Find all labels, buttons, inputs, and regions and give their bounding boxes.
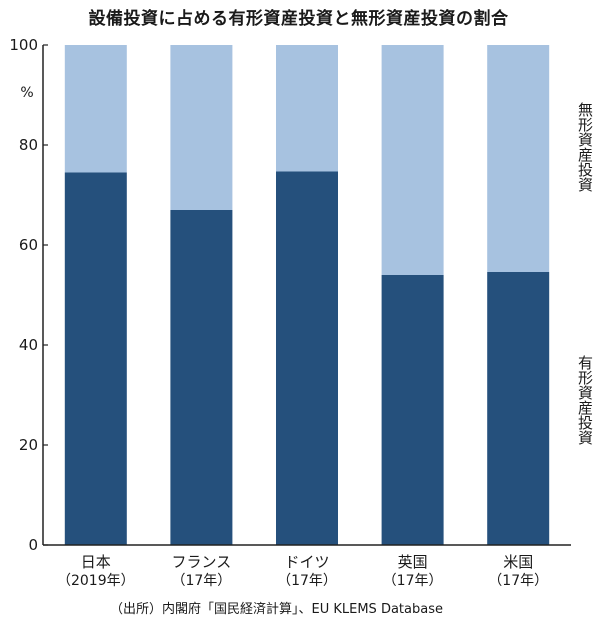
bar-tangible [381,275,444,545]
bars-layer [64,45,550,545]
y-axis: 0 20 40 60 80 100% [9,36,571,554]
x-tick-label: ドイツ [284,553,329,571]
bar-intangible [64,45,127,173]
chart-title: 設備投資に占める有形資産投資と無形資産投資の割合 [88,9,509,29]
y-tick-label: 100 [9,36,38,54]
y-tick-label: 20 [19,436,38,454]
bar-tangible [170,210,233,545]
x-tick-sublabel: （17年） [488,573,548,589]
x-tick-label: 英国 [398,553,428,571]
series-label-intangible: 無形資産投資 [576,102,594,192]
bar-intangible [487,45,550,272]
source-note: （出所）内閣府「国民経済計算」、EU KLEMS Database [110,602,443,617]
series-label-tangible: 有形資産投資 [576,355,594,445]
x-tick-sublabel: （17年） [171,573,231,589]
y-tick-label: 0 [28,536,38,554]
bar-intangible [170,45,233,210]
y-tick-label: 60 [19,236,38,254]
x-tick-sublabel: （2019年） [57,573,135,589]
x-tick-label: 米国 [503,553,533,571]
x-axis-labels: 日本 （2019年） フランス （17年） ドイツ （17年） 英国 （17年） 米国 （17年） [57,553,548,589]
y-tick-label: 80 [19,136,38,154]
x-tick-sublabel: （17年） [383,573,443,589]
x-tick-sublabel: （17年） [277,573,337,589]
x-tick-label: 日本 [81,553,111,571]
bar-tangible [64,172,127,545]
y-tick-label: 40 [19,336,38,354]
y-unit-label: % [20,85,33,101]
bar-intangible [276,45,338,172]
x-tick-label: フランス [172,553,232,571]
bar-intangible [381,45,444,275]
bar-tangible [276,171,338,545]
bar-tangible [487,272,550,545]
